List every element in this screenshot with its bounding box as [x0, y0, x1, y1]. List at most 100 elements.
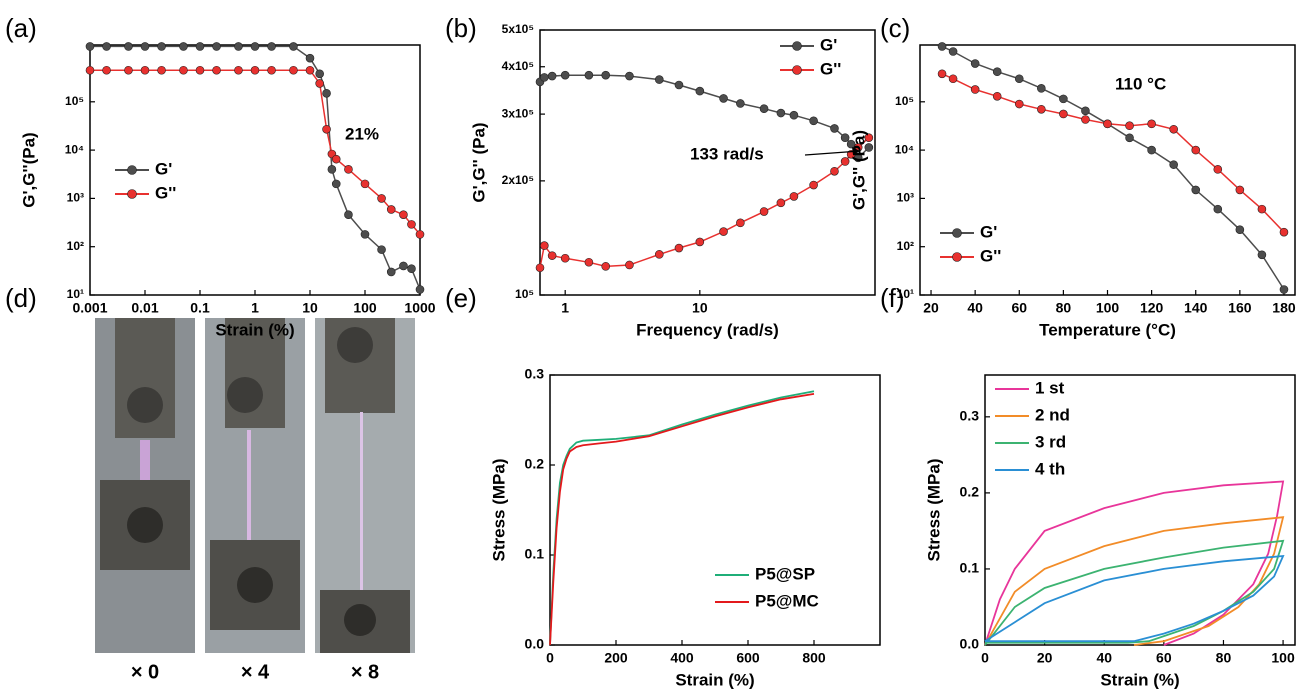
data-point [840, 157, 850, 166]
caption: × 8 [351, 661, 379, 683]
data-point [234, 65, 243, 75]
data-point [305, 65, 315, 75]
data-point [1147, 145, 1156, 155]
annotation: 21% [345, 124, 379, 143]
data-point [250, 42, 260, 51]
y-axis-label: G',G'' (Pa) [849, 130, 868, 210]
data-point [625, 260, 634, 270]
series-line [90, 69, 421, 235]
data-point [970, 85, 980, 94]
plot-frame [549, 374, 881, 646]
data-point [1213, 165, 1223, 174]
chart: 0 20 40 60 80 100 0.0 0.1 0.2 0.3 Strain (%) Stress… [880, 283, 1296, 689]
data-point [736, 99, 745, 108]
data-point [140, 42, 150, 51]
data-point [1235, 185, 1245, 195]
legend-marker [952, 252, 962, 262]
series-line [984, 480, 1285, 646]
x-tick-label: 0.01 [131, 300, 158, 316]
y-tick-label: 10⁵ [515, 287, 534, 301]
legend-label: 1 st [1035, 378, 1065, 397]
data-point [415, 230, 425, 239]
x-tick-label: 1 [251, 300, 259, 316]
legend-marker [792, 65, 802, 75]
x-tick-label: 60 [1011, 300, 1027, 316]
y-tick-label: 10² [897, 239, 914, 253]
series-line [984, 539, 1285, 646]
arrow-head [852, 147, 860, 155]
data-point [776, 108, 786, 118]
data-point [970, 59, 980, 68]
x-tick-label: 200 [604, 650, 628, 666]
data-point [157, 42, 166, 51]
data-point [1169, 124, 1178, 134]
data-point [560, 253, 570, 263]
data-point [212, 42, 221, 51]
data-point [179, 65, 188, 75]
chart: 0.001 0.01 0.1 1 10 100 1000 10¹ 10² 10³ 10⁴ 10⁵ Str… [5, 13, 436, 340]
y-tick-label: 10¹ [67, 287, 84, 301]
x-tick-label: 1000 [404, 300, 435, 316]
y-tick-label: 10⁵ [895, 94, 914, 108]
bolt [337, 327, 373, 363]
legend-label: G'' [155, 183, 176, 202]
data-point [1081, 106, 1090, 116]
data-point [992, 67, 1002, 77]
panel-label: (d) [5, 283, 37, 313]
data-point [937, 69, 947, 79]
data-point [540, 241, 549, 250]
legend-label: 2 nd [1035, 405, 1070, 424]
data-point [157, 65, 166, 75]
x-tick-label: 100 [1096, 300, 1120, 316]
data-point [719, 94, 728, 103]
panel-label: (a) [5, 13, 37, 43]
data-point [360, 230, 370, 239]
data-point [864, 143, 874, 152]
data-point [601, 262, 611, 271]
x-axis-label: Strain (%) [675, 670, 754, 689]
data-point [267, 65, 276, 75]
sample [140, 440, 150, 480]
data-point [315, 69, 324, 79]
plot-frame [919, 44, 1296, 296]
x-tick-label: 800 [802, 650, 826, 666]
y-axis-label: G',G''(Pa) [19, 132, 38, 207]
data-point [759, 104, 769, 114]
series-line [984, 516, 1285, 646]
sample [360, 412, 363, 592]
y-tick-label: 10³ [67, 191, 84, 205]
x-tick-label: 20 [1037, 650, 1053, 666]
x-tick-label: 40 [967, 300, 983, 316]
data-point [344, 210, 353, 219]
y-axis-label: Stress (MPa) [489, 459, 508, 562]
data-point [584, 257, 594, 267]
x-tick-label: 160 [1228, 300, 1252, 316]
legend-marker [127, 165, 137, 175]
y-tick-label: 0.3 [960, 408, 980, 424]
data-point [327, 165, 337, 174]
y-axis-label: Stress (MPa) [924, 459, 943, 562]
data-point [407, 264, 416, 274]
x-tick-label: 140 [1184, 300, 1208, 316]
data-point [1191, 185, 1201, 195]
y-tick-label: 10⁴ [895, 142, 914, 156]
data-point [674, 243, 684, 253]
y-tick-label: 0.2 [525, 456, 545, 472]
data-point [736, 218, 745, 228]
legend-label: G'' [980, 246, 1001, 265]
x-tick-label: 1 [561, 300, 569, 316]
data-point [948, 47, 958, 56]
data-point [560, 70, 570, 80]
plot-frame [984, 374, 1296, 646]
data-point [1059, 109, 1068, 119]
x-tick-label: 0 [546, 650, 554, 666]
data-point [102, 42, 111, 51]
data-point [1191, 145, 1201, 155]
x-axis-label: Strain (%) [1100, 670, 1179, 689]
data-point [234, 42, 243, 51]
data-point [830, 166, 839, 176]
data-point [377, 194, 386, 203]
data-point [776, 198, 786, 208]
bolt [127, 387, 163, 423]
